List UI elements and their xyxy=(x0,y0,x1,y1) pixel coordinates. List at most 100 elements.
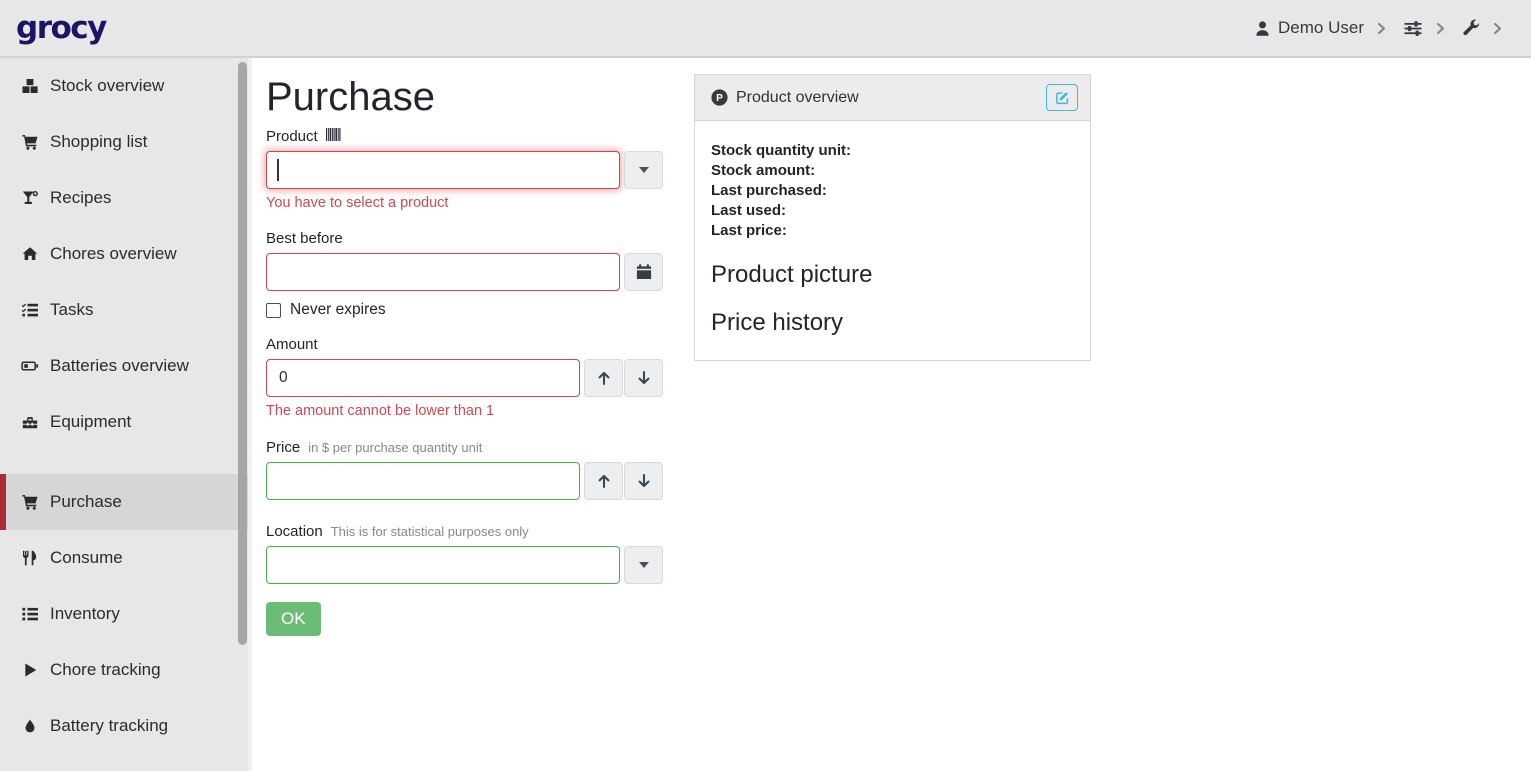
arrow-up-icon xyxy=(596,370,612,386)
amount-label: Amount xyxy=(266,336,318,353)
sidebar-item-batteries-overview[interactable]: Batteries overview xyxy=(0,338,252,394)
list-icon xyxy=(20,606,40,622)
product-field: Product You have to select a product xyxy=(266,128,663,211)
never-expires-checkbox[interactable] xyxy=(266,302,281,318)
amount-increment-button[interactable] xyxy=(584,359,623,397)
barcode-icon xyxy=(325,128,341,141)
admin-menu[interactable] xyxy=(1462,19,1480,37)
location-input[interactable] xyxy=(266,546,620,584)
sidebar-item-recipes[interactable]: Recipes xyxy=(0,170,252,226)
product-picture-heading: Product picture xyxy=(711,261,873,288)
sidebar-item-consume[interactable]: Consume xyxy=(0,530,252,586)
product-label: Product xyxy=(266,128,318,145)
sidebar-item-chores-overview[interactable]: Chores overview xyxy=(0,226,252,282)
sidebar-item-purchase[interactable]: Purchase xyxy=(0,474,252,530)
settings-menu[interactable] xyxy=(1403,20,1423,37)
best-before-field: Best before Never expires xyxy=(266,230,663,319)
location-label: Location xyxy=(266,523,323,540)
last-purchased-label: Last purchased: xyxy=(711,182,827,199)
user-menu[interactable]: Demo User xyxy=(1254,18,1364,38)
sidebar-item-battery-tracking[interactable]: Battery tracking xyxy=(0,698,252,754)
user-icon xyxy=(1254,20,1271,37)
utensils-icon xyxy=(20,550,40,566)
product-overview-title: Product overview xyxy=(736,88,859,106)
ok-button[interactable]: OK xyxy=(266,602,321,636)
product-error: You have to select a product xyxy=(266,195,449,211)
droplet-icon xyxy=(20,718,40,734)
amount-field: Amount The amount cannot be lower than 1 xyxy=(266,336,663,419)
tasks-icon xyxy=(20,302,40,318)
last-price-label: Last price: xyxy=(711,222,787,239)
sidebar-item-inventory[interactable]: Inventory xyxy=(0,586,252,642)
sidebar-item-label: Consume xyxy=(50,548,123,567)
product-overview-body: Stock quantity unit: Stock amount: Last … xyxy=(695,121,1090,337)
sidebar-item-label: Batteries overview xyxy=(50,356,189,375)
edit-icon xyxy=(1055,90,1070,105)
price-label: Price xyxy=(266,439,301,456)
purchase-form: Product You have to select a product Bes… xyxy=(266,128,663,636)
user-menu-label: Demo User xyxy=(1278,18,1364,37)
sidebar-item-label: Chores overview xyxy=(50,244,177,263)
sidebar-item-tasks[interactable]: Tasks xyxy=(0,282,252,338)
shopping-cart-icon xyxy=(20,134,40,150)
home-icon xyxy=(20,246,40,262)
product-dropdown-button[interactable] xyxy=(624,151,663,189)
price-field: Price in $ per purchase quantity unit xyxy=(266,439,663,500)
never-expires-checkbox-row[interactable]: Never expires xyxy=(266,301,663,319)
grocy-logo[interactable]: grocy xyxy=(16,10,107,46)
product-hunt-icon: P xyxy=(711,89,728,106)
sidebar-item-label: Recipes xyxy=(50,188,112,207)
product-input[interactable] xyxy=(266,151,620,189)
best-before-input[interactable] xyxy=(266,253,620,291)
edit-product-button[interactable] xyxy=(1046,84,1078,111)
top-navbar: grocy Demo User xyxy=(0,0,1531,58)
navbar-actions: Demo User xyxy=(1254,18,1509,38)
shopping-cart-icon xyxy=(20,494,40,510)
cocktail-icon xyxy=(20,190,40,206)
sidebar-item-label: Chore tracking xyxy=(50,660,161,679)
product-overview-header: P Product overview xyxy=(695,75,1090,121)
play-icon xyxy=(20,662,40,678)
product-overview-card: P Product overview Stock quantity unit: … xyxy=(694,74,1091,361)
amount-decrement-button[interactable] xyxy=(624,359,663,397)
sidebar-item-stock-overview[interactable]: Stock overview xyxy=(0,58,252,114)
price-input[interactable] xyxy=(266,462,580,500)
calendar-button[interactable] xyxy=(624,253,663,291)
sidebar-item-label: Shopping list xyxy=(50,132,148,151)
price-history-heading: Price history xyxy=(711,309,844,336)
sidebar-item-label: Equipment xyxy=(50,412,132,431)
arrow-down-icon xyxy=(636,370,652,386)
sidebar-item-label: Stock overview xyxy=(50,76,165,95)
price-decrement-button[interactable] xyxy=(624,462,663,500)
amount-error: The amount cannot be lower than 1 xyxy=(266,403,495,419)
caret-down-icon xyxy=(638,562,649,568)
arrow-up-icon xyxy=(596,473,612,489)
chevron-right-icon xyxy=(1492,22,1503,35)
sidebar-item-label: Battery tracking xyxy=(50,716,169,735)
arrow-down-icon xyxy=(636,473,652,489)
wrench-icon xyxy=(1462,19,1480,37)
stock-quantity-unit-label: Stock quantity unit: xyxy=(711,142,851,159)
sidebar-item-chore-tracking[interactable]: Chore tracking xyxy=(0,642,252,698)
chevron-right-icon xyxy=(1435,22,1446,35)
sidebar-item-label: Tasks xyxy=(50,300,94,319)
amount-input[interactable] xyxy=(266,359,580,397)
sidebar-item-label: Inventory xyxy=(50,604,120,623)
sidebar-item-equipment[interactable]: Equipment xyxy=(0,394,252,450)
location-hint: This is for statistical purposes only xyxy=(330,524,529,539)
last-used-label: Last used: xyxy=(711,202,787,219)
sidebar-scrollbar-thumb[interactable] xyxy=(238,62,247,645)
best-before-label: Best before xyxy=(266,230,343,247)
text-cursor xyxy=(277,159,279,181)
page-title: Purchase xyxy=(266,75,435,119)
sidebar-item-label: Purchase xyxy=(50,492,122,511)
location-dropdown-button[interactable] xyxy=(624,546,663,584)
sidebar: Stock overview Shopping list Recipes Cho… xyxy=(0,58,252,771)
svg-text:P: P xyxy=(716,93,723,104)
toolbox-icon xyxy=(20,414,40,430)
price-increment-button[interactable] xyxy=(584,462,623,500)
location-field: Location This is for statistical purpose… xyxy=(266,523,663,584)
sidebar-item-shopping-list[interactable]: Shopping list xyxy=(0,114,252,170)
battery-icon xyxy=(20,358,40,374)
boxes-icon xyxy=(20,78,40,94)
